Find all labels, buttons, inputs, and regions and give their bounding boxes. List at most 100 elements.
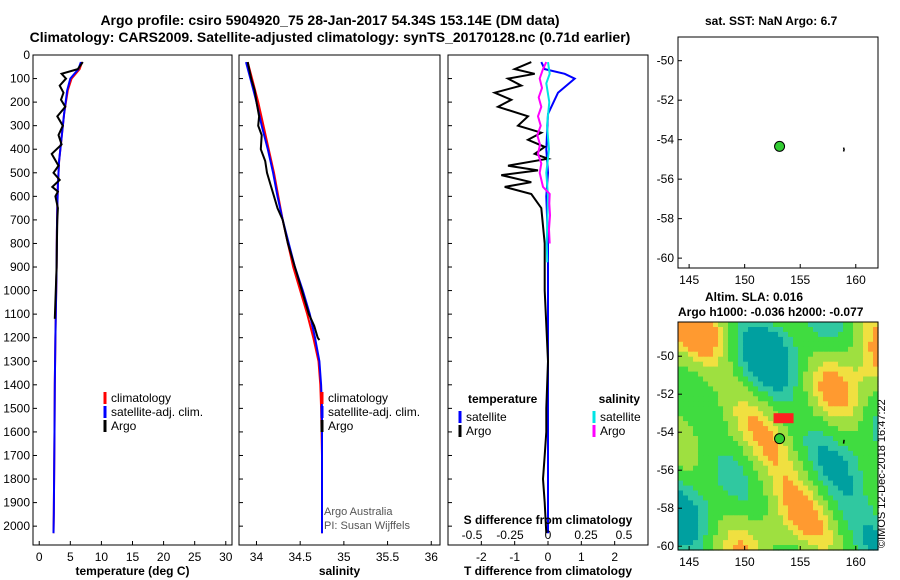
heatmap-cell <box>828 465 834 472</box>
heatmap-cell <box>858 525 864 531</box>
heatmap-cell <box>818 530 824 536</box>
heatmap-cell <box>798 465 804 472</box>
heatmap-cell <box>838 450 844 457</box>
heatmap-cell <box>763 465 769 472</box>
heatmap-cell <box>828 480 834 487</box>
heatmap-cell <box>688 460 694 467</box>
heatmap-cell <box>858 366 864 373</box>
heatmap-cell <box>708 396 714 402</box>
heatmap-cell <box>688 346 694 353</box>
heatmap-cell <box>718 396 724 402</box>
heatmap-cell <box>868 401 874 407</box>
heatmap-cell <box>838 441 844 447</box>
heatmap-cell <box>718 361 724 368</box>
heatmap-cell <box>828 356 834 363</box>
heatmap-cell <box>808 396 814 402</box>
heatmap-cell <box>703 386 709 392</box>
heatmap-cell <box>788 322 794 328</box>
heatmap-cell <box>723 381 729 388</box>
heatmap-cell <box>863 322 869 328</box>
heatmap-cell <box>748 470 754 477</box>
heatmap-cell <box>868 436 874 442</box>
heatmap-cell <box>858 401 864 407</box>
heatmap-cell <box>778 351 784 358</box>
heatmap-cell <box>783 406 789 412</box>
heatmap-cell <box>868 331 874 338</box>
heatmap-cell <box>743 460 749 467</box>
heatmap-cell <box>823 475 829 482</box>
heatmap-cell <box>813 525 819 531</box>
heatmap-cell <box>723 366 729 373</box>
heatmap-cell <box>703 431 709 437</box>
heatmap-cell <box>788 351 794 358</box>
y-tick-label: -52 <box>657 387 675 401</box>
heatmap-cell <box>748 530 754 536</box>
heatmap-cell <box>848 426 854 432</box>
heatmap-cell <box>808 470 814 477</box>
heatmap-cell <box>848 490 854 497</box>
heatmap-cell <box>863 530 869 536</box>
heatmap-cell <box>738 406 744 412</box>
heatmap-cell <box>773 460 779 467</box>
heatmap-cell <box>853 441 859 447</box>
heatmap-cell <box>768 386 774 392</box>
heatmap-cell <box>803 391 809 397</box>
heatmap-cell <box>843 545 849 551</box>
heatmap-cell <box>718 376 724 383</box>
heatmap-cell <box>788 341 794 348</box>
heatmap-cell <box>708 421 714 427</box>
heatmap-cell <box>838 510 844 516</box>
heatmap-cell <box>748 510 754 516</box>
heatmap-cell <box>748 401 754 407</box>
heatmap-cell <box>713 341 719 348</box>
heatmap-cell <box>863 401 869 407</box>
heatmap-cell <box>848 500 854 506</box>
heatmap-cell <box>853 480 859 487</box>
heatmap-cell <box>733 366 739 373</box>
x-tick-label: 155 <box>790 555 810 569</box>
heatmap-cell <box>738 525 744 531</box>
heatmap-cell <box>723 490 729 497</box>
heatmap-cell <box>708 386 714 392</box>
heatmap-cell <box>803 520 809 526</box>
heatmap-cell <box>873 510 879 516</box>
heatmap-cell <box>798 445 804 452</box>
heatmap-cell <box>693 356 699 363</box>
heatmap-cell <box>748 416 754 422</box>
heatmap-cell <box>768 356 774 363</box>
heatmap-cell <box>713 371 719 378</box>
heatmap-cell <box>813 505 819 511</box>
heatmap-cell <box>848 460 854 467</box>
heatmap-cell <box>753 351 759 358</box>
heatmap-cell <box>873 490 879 497</box>
heatmap-cell <box>808 455 814 462</box>
heatmap-cell <box>863 510 869 516</box>
heatmap-cell <box>718 336 724 343</box>
heatmap-cell <box>678 396 684 402</box>
heatmap-cell <box>798 450 804 457</box>
heatmap-cell <box>778 376 784 383</box>
heatmap-cell <box>858 421 864 427</box>
heatmap-cell <box>793 426 799 432</box>
y-tick-label: -56 <box>657 172 675 186</box>
heatmap-cell <box>833 436 839 442</box>
heatmap-cell <box>813 376 819 383</box>
heatmap-cell <box>718 510 724 516</box>
heatmap-cell <box>803 322 809 328</box>
heatmap-cell <box>838 540 844 546</box>
y-tick-label: 1400 <box>3 378 30 392</box>
heatmap-cell <box>843 530 849 536</box>
heatmap-cell <box>778 485 784 492</box>
heatmap-cell <box>873 460 879 467</box>
heatmap-cell <box>768 495 774 502</box>
heatmap-cell <box>778 525 784 531</box>
heatmap-cell <box>803 505 809 511</box>
heatmap-cell <box>728 431 734 437</box>
heatmap-cell <box>833 416 839 422</box>
y-tick-label: 200 <box>10 95 30 109</box>
heatmap-cell <box>733 411 739 417</box>
heatmap-cell <box>758 327 764 333</box>
heatmap-cell <box>703 515 709 521</box>
heatmap-cell <box>743 510 749 516</box>
heatmap-cell <box>798 460 804 467</box>
